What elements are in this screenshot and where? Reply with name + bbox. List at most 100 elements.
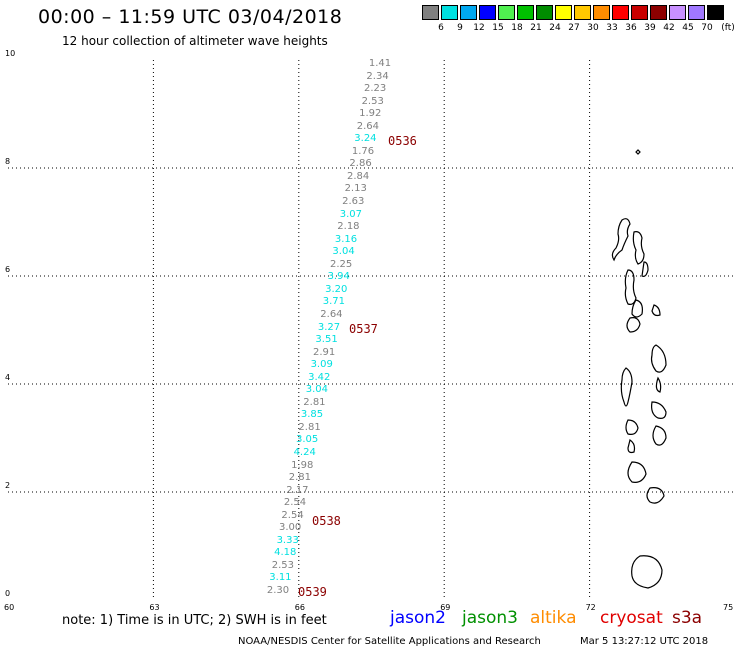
island [626,317,641,333]
lat-tick-label: 8 [5,157,11,166]
island [627,461,647,483]
lon-tick-label: 75 [723,603,734,612]
wave-height-value: 3.07 [339,208,362,220]
island [620,367,633,407]
legend-label: 45 [682,23,694,33]
legend-swatch [707,5,724,20]
credit-line: NOAA/NESDIS Center for Satellite Applica… [238,636,541,647]
wave-height-value: 2.63 [342,196,365,208]
satellite-name: altika [530,608,577,628]
wave-height-value: 2.23 [364,83,387,95]
time-label: 0536 [388,134,417,148]
wave-height-value: 3.20 [325,283,348,295]
map-subtitle: 12 hour collection of altimeter wave hei… [62,34,328,48]
wave-height-value: 3.05 [296,434,319,446]
maldives-coastline [611,149,667,589]
wave-height-value: 3.51 [315,334,338,346]
satellite-name: s3a [672,608,703,628]
island [627,439,636,454]
island [631,555,663,589]
time-label: 0538 [312,514,341,528]
wave-height-value: 2.54 [283,497,307,509]
wave-height-value: 2.64 [356,120,379,132]
wave-height-value: 2.91 [313,346,336,358]
legend-swatch [631,5,648,20]
legend-swatch [517,5,534,20]
legend-unit: (ft) [721,23,735,33]
time-label: 0537 [349,322,378,336]
wave-height-value: 2.53 [361,95,384,107]
wave-height-value: 2.25 [330,258,353,270]
lat-tick-label: 10 [5,49,16,58]
wave-height-value: 2.81 [303,396,326,408]
wave-height-value: 4.18 [274,547,297,559]
legend-swatch [460,5,477,20]
legend-label: 33 [606,23,618,33]
time-label: 0539 [298,585,327,599]
island [651,401,667,419]
lat-tick-label: 4 [5,373,11,382]
lon-tick-label: 69 [440,603,451,612]
satellite-name: cryosat [600,608,663,628]
wave-height-value: 2.34 [366,70,389,82]
legend-swatch [650,5,667,20]
wave-height-value: 3.04 [305,384,328,396]
wave-height-value: 3.71 [322,296,345,308]
wave-height-value: 3.85 [300,409,324,421]
lat-tick-label: 2 [5,481,11,490]
wave-height-value: 1.76 [351,145,375,157]
legend-swatch [479,5,496,20]
legend-swatch [593,5,610,20]
wave-height-value: 3.16 [334,233,358,245]
island [652,425,667,446]
legend-swatch [555,5,572,20]
island [632,231,645,265]
legend-label: 21 [530,23,542,33]
legend-label: 70 [701,23,713,33]
footer-note: note: 1) Time is in UTC; 2) SWH is in fe… [62,613,327,628]
lon-tick-label: 63 [149,603,160,612]
legend-label: 30 [587,23,599,33]
wave-height-value: 2.84 [347,170,370,182]
wave-height-value: 2.64 [320,308,343,320]
lon-tick-label: 66 [294,603,305,612]
generated-time: Mar 5 13:27:12 UTC 2018 [580,636,709,647]
wave-height-value: 1.92 [359,108,382,120]
legend-swatch [498,5,515,20]
wave-height-value: 2.30 [266,585,290,596]
wave-height-value: 3.04 [332,246,355,258]
lat-tick-label: 0 [5,589,11,598]
legend-label: 9 [457,23,463,33]
wave-height-value: 3.42 [308,371,331,383]
legend-swatch [441,5,458,20]
legend-label: 12 [473,23,485,33]
wave-height-value: 2.81 [288,472,311,484]
island [635,149,641,155]
wave-height-value: 2.81 [298,421,321,433]
legend-label: 39 [644,23,656,33]
wave-height-value: 3.33 [276,534,299,546]
legend-swatch [669,5,686,20]
wave-height-value: 2.53 [271,559,294,571]
wave-height-value: 3.11 [269,572,292,584]
lat-tick-label: 6 [5,265,11,274]
island [655,376,662,393]
wave-height-value: 2.86 [349,158,372,170]
legend-swatch [536,5,553,20]
legend-swatch [574,5,591,20]
island [611,218,631,262]
island [625,419,639,435]
wave-height-value: 1.41 [368,58,392,69]
wave-height-value: 3.24 [354,133,377,145]
legend-label: 27 [568,23,580,33]
legend-label: 6 [438,23,444,33]
wave-height-value: 2.13 [344,183,367,195]
wave-height-value: 3.27 [317,321,341,333]
island [651,304,661,317]
lon-tick-label: 72 [585,603,596,612]
legend-label: 36 [625,23,637,33]
wave-height-value: 2.17 [286,484,309,496]
legend-swatch [688,5,705,20]
wave-height-value: 3.00 [279,522,302,534]
